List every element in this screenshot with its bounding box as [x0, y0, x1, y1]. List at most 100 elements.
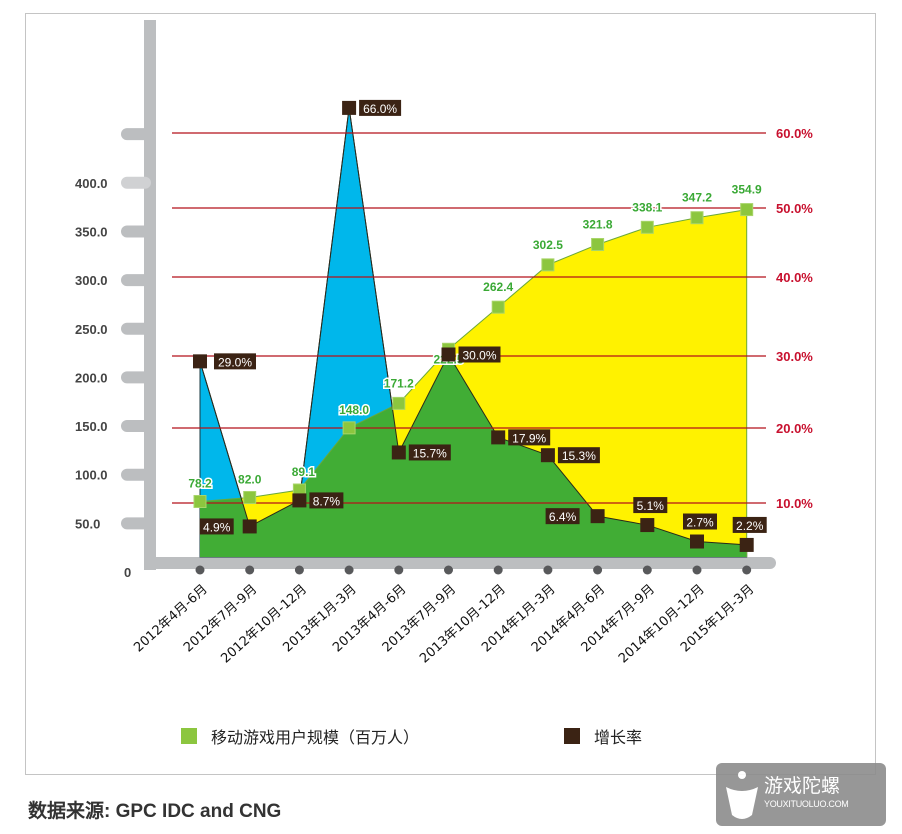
x-tick-dot: [294, 565, 304, 575]
x-tick-dot: [245, 565, 255, 575]
growth-data-label: 6.4%: [549, 510, 577, 524]
growth-data-label: 4.9%: [203, 520, 231, 534]
growth-marker: [540, 448, 555, 463]
right-tick-label: 20.0%: [776, 421, 813, 436]
growth-data-label: 8.7%: [313, 494, 341, 508]
spinning-top-icon: [726, 771, 758, 819]
growth-marker: [292, 493, 307, 508]
growth-marker: [441, 347, 456, 362]
growth-data-label: 2.2%: [736, 519, 764, 533]
growth-marker: [739, 537, 754, 552]
users-marker: [193, 494, 207, 508]
growth-data-label: 5.1%: [637, 499, 665, 513]
growth-marker: [391, 445, 406, 460]
growth-marker: [690, 534, 704, 549]
watermark-name: 游戏陀螺: [764, 775, 841, 797]
legend-item-users: 移动游戏用户规模（百万人）: [181, 724, 419, 748]
y-axis-tick-nub: [121, 128, 151, 141]
legend-label-users: 移动游戏用户规模（百万人）: [211, 728, 420, 747]
users-marker: [690, 211, 704, 225]
x-tick-label: 2014年10月-12月: [616, 582, 708, 667]
x-axis-bar: [144, 557, 776, 569]
users-data-label: 338.1: [632, 200, 662, 214]
x-tick-dot: [394, 565, 404, 575]
y-axis-tick-nub: [121, 274, 151, 287]
users-data-label: 82.0: [238, 472, 262, 486]
right-tick-label: 50.0%: [776, 201, 813, 216]
users-data-label: 302.5: [533, 238, 563, 252]
users-marker: [740, 203, 754, 217]
growth-data-label: 17.9%: [512, 431, 546, 445]
x-tick-dot: [642, 565, 652, 575]
growth-data-label: 2.7%: [686, 516, 714, 530]
growth-marker: [640, 518, 655, 533]
growth-data-label: 15.3%: [562, 449, 596, 463]
legend-label-growth: 增长率: [594, 728, 643, 747]
y-axis-tick-nub: [121, 371, 151, 384]
growth-marker: [242, 519, 257, 534]
right-tick-label: 10.0%: [776, 496, 813, 511]
growth-label-box: [408, 444, 451, 461]
left-tick-label: 350.0: [75, 224, 108, 239]
growth-data-label: 66.0%: [363, 102, 397, 116]
left-tick-label: 250.0: [75, 322, 108, 337]
users-data-label: 262.4: [483, 280, 513, 294]
y-axis-tick-nub: [121, 225, 151, 238]
y-axis-tick-nub: [121, 322, 151, 335]
watermark-logo: 游戏陀螺 YOUXITUOLUO.COM: [716, 763, 886, 826]
y-axis-tick-nub: [121, 517, 151, 530]
growth-data-label: 29.0%: [218, 355, 252, 369]
growth-label-box: [557, 447, 600, 464]
y-axis-bar: [144, 20, 156, 570]
growth-label-box: [214, 353, 256, 370]
users-data-label: 347.2: [682, 191, 712, 205]
x-tick-label: 2012年10月-12月: [218, 582, 310, 667]
growth-label-box: [683, 513, 717, 530]
users-line: [199, 209, 747, 502]
users-marker: [640, 220, 654, 234]
right-tick-label: 30.0%: [776, 349, 813, 364]
users-marker: [591, 238, 605, 252]
left-tick-label: 50.0: [75, 516, 100, 531]
left-tick-label: 100.0: [75, 468, 108, 483]
growth-label-box: [309, 492, 344, 509]
y-axis-tick-nub: [121, 420, 151, 433]
users-marker: [392, 396, 406, 410]
legend-item-growth: 增长率: [564, 724, 642, 748]
x-tick-dot: [195, 565, 205, 575]
growth-data-label: 15.7%: [413, 446, 447, 460]
source-note: 数据来源: GPC IDC and CNG: [28, 801, 282, 822]
y-axis-tick-nub: [121, 468, 151, 481]
left-tick-label: 300.0: [75, 273, 108, 288]
growth-label-box: [359, 99, 402, 116]
x-tick-dot: [493, 565, 503, 575]
left-tick-label: 400.0: [75, 176, 108, 191]
x-tick-dot: [593, 565, 603, 575]
users-marker: [541, 258, 555, 272]
growth-label-box: [545, 508, 580, 525]
growth-line: [199, 107, 747, 546]
legend-swatch-users: [181, 728, 197, 744]
left-tick-label: 150.0: [75, 419, 108, 434]
x-tick-label: 2013年10月-12月: [417, 582, 509, 667]
left-tick-label: 0: [124, 565, 131, 580]
users-data-label: 171.2: [384, 376, 414, 390]
left-tick-label: 200.0: [75, 370, 108, 385]
users-data-label: 321.8: [583, 218, 613, 232]
growth-label-box: [732, 516, 767, 533]
growth-marker: [491, 430, 506, 445]
growth-label-box: [199, 518, 234, 535]
users-data-label: 89.1: [292, 465, 316, 479]
users-data-label: 148.0: [339, 403, 369, 417]
right-tick-label: 60.0%: [776, 126, 813, 141]
chart-frame: [25, 13, 876, 775]
users-marker: [243, 490, 257, 504]
growth-marker: [342, 100, 357, 115]
watermark-url: YOUXITUOLUO.COM: [764, 799, 849, 809]
users-marker: [491, 300, 505, 314]
x-tick-dot: [344, 565, 354, 575]
growth-marker: [590, 509, 605, 524]
y-axis-tick-nub: [121, 176, 151, 189]
users-data-label: 78.2: [188, 476, 212, 490]
